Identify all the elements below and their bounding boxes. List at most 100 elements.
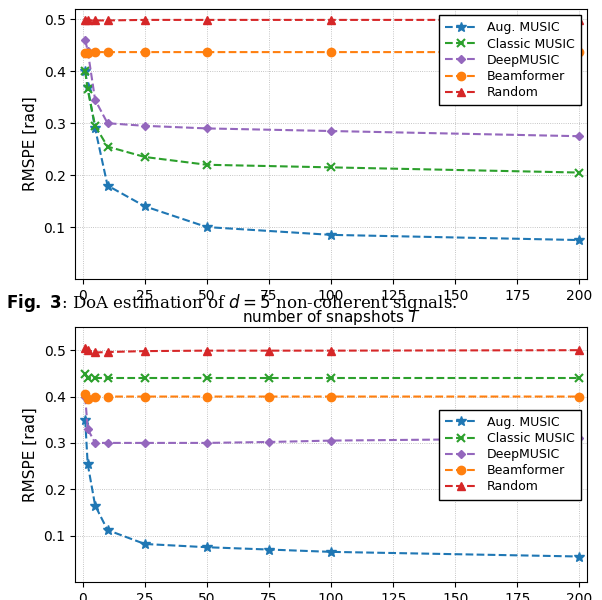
- Beamformer: [327, 393, 335, 400]
- Aug. MUSIC: [104, 182, 111, 189]
- Classic MUSIC: [92, 374, 99, 382]
- Random: [203, 16, 211, 23]
- Classic MUSIC: [141, 154, 149, 161]
- Random: [141, 16, 149, 23]
- DeepMUSIC: [104, 119, 111, 127]
- Random: [576, 347, 583, 354]
- DeepMUSIC: [327, 437, 335, 444]
- Random: [327, 16, 335, 23]
- Line: DeepMUSIC: DeepMUSIC: [82, 394, 583, 446]
- Random: [92, 349, 99, 356]
- Beamformer: [92, 49, 99, 56]
- Beamformer: [576, 393, 583, 400]
- Beamformer: [141, 393, 149, 400]
- Legend: Aug. MUSIC, Classic MUSIC, DeepMUSIC, Beamformer, Random: Aug. MUSIC, Classic MUSIC, DeepMUSIC, Be…: [439, 15, 581, 105]
- Line: Aug. MUSIC: Aug. MUSIC: [80, 67, 585, 245]
- Line: Beamformer: Beamformer: [81, 48, 584, 58]
- Beamformer: [265, 393, 273, 400]
- Classic MUSIC: [327, 374, 335, 382]
- Classic MUSIC: [203, 374, 211, 382]
- Aug. MUSIC: [84, 83, 92, 91]
- DeepMUSIC: [203, 439, 211, 446]
- Random: [327, 347, 335, 354]
- Random: [203, 347, 211, 354]
- Line: Beamformer: Beamformer: [81, 390, 584, 403]
- Classic MUSIC: [104, 143, 111, 150]
- DeepMUSIC: [141, 122, 149, 130]
- Random: [104, 17, 111, 24]
- Line: Aug. MUSIC: Aug. MUSIC: [80, 415, 585, 562]
- Classic MUSIC: [576, 169, 583, 176]
- Random: [141, 347, 149, 355]
- Aug. MUSIC: [203, 223, 211, 230]
- Aug. MUSIC: [576, 553, 583, 560]
- Aug. MUSIC: [576, 236, 583, 244]
- Classic MUSIC: [84, 374, 92, 382]
- Random: [82, 17, 89, 24]
- Aug. MUSIC: [141, 203, 149, 210]
- Classic MUSIC: [265, 374, 273, 382]
- Beamformer: [576, 49, 583, 56]
- Aug. MUSIC: [203, 544, 211, 551]
- Line: Classic MUSIC: Classic MUSIC: [81, 370, 584, 382]
- Beamformer: [104, 49, 111, 56]
- DeepMUSIC: [265, 439, 273, 446]
- DeepMUSIC: [203, 125, 211, 132]
- Y-axis label: RMSPE [rad]: RMSPE [rad]: [23, 407, 38, 502]
- Random: [92, 17, 99, 24]
- DeepMUSIC: [141, 439, 149, 446]
- Beamformer: [203, 393, 211, 400]
- Beamformer: [327, 49, 335, 56]
- Beamformer: [203, 49, 211, 56]
- DeepMUSIC: [84, 47, 92, 54]
- Beamformer: [84, 395, 92, 403]
- X-axis label: number of snapshots $T$: number of snapshots $T$: [242, 308, 420, 327]
- Classic MUSIC: [84, 86, 92, 93]
- Classic MUSIC: [82, 68, 89, 75]
- Random: [84, 17, 92, 24]
- DeepMUSIC: [82, 37, 89, 44]
- Classic MUSIC: [82, 371, 89, 378]
- Classic MUSIC: [141, 374, 149, 382]
- Beamformer: [104, 393, 111, 400]
- DeepMUSIC: [576, 434, 583, 442]
- Random: [576, 16, 583, 23]
- Aug. MUSIC: [92, 125, 99, 132]
- Beamformer: [82, 50, 89, 57]
- Beamformer: [82, 391, 89, 398]
- Line: DeepMUSIC: DeepMUSIC: [82, 37, 583, 139]
- DeepMUSIC: [92, 439, 99, 446]
- Classic MUSIC: [92, 122, 99, 130]
- DeepMUSIC: [82, 393, 89, 400]
- DeepMUSIC: [576, 133, 583, 140]
- Classic MUSIC: [576, 374, 583, 382]
- Classic MUSIC: [203, 161, 211, 169]
- DeepMUSIC: [104, 439, 111, 446]
- Aug. MUSIC: [84, 460, 92, 467]
- DeepMUSIC: [92, 96, 99, 103]
- Legend: Aug. MUSIC, Classic MUSIC, DeepMUSIC, Beamformer, Random: Aug. MUSIC, Classic MUSIC, DeepMUSIC, Be…: [439, 409, 581, 499]
- Line: Random: Random: [81, 344, 584, 356]
- Beamformer: [141, 49, 149, 56]
- Random: [82, 344, 89, 352]
- DeepMUSIC: [327, 127, 335, 134]
- Line: Classic MUSIC: Classic MUSIC: [81, 67, 584, 177]
- Classic MUSIC: [327, 164, 335, 171]
- Aug. MUSIC: [82, 416, 89, 424]
- Aug. MUSIC: [92, 502, 99, 509]
- Aug. MUSIC: [82, 68, 89, 75]
- Beamformer: [84, 50, 92, 57]
- Text: $\mathbf{Fig.\ 3}$: DoA estimation of $d = 5$ non-coherent signals.: $\mathbf{Fig.\ 3}$: DoA estimation of $d…: [6, 292, 458, 314]
- Beamformer: [92, 393, 99, 400]
- Aug. MUSIC: [104, 526, 111, 533]
- Line: Random: Random: [81, 16, 584, 25]
- Random: [84, 347, 92, 354]
- Aug. MUSIC: [265, 546, 273, 553]
- Y-axis label: RMSPE [rad]: RMSPE [rad]: [23, 97, 38, 191]
- Aug. MUSIC: [327, 548, 335, 556]
- Random: [265, 347, 273, 354]
- DeepMUSIC: [84, 425, 92, 433]
- Aug. MUSIC: [327, 231, 335, 238]
- Aug. MUSIC: [141, 541, 149, 548]
- Classic MUSIC: [104, 374, 111, 382]
